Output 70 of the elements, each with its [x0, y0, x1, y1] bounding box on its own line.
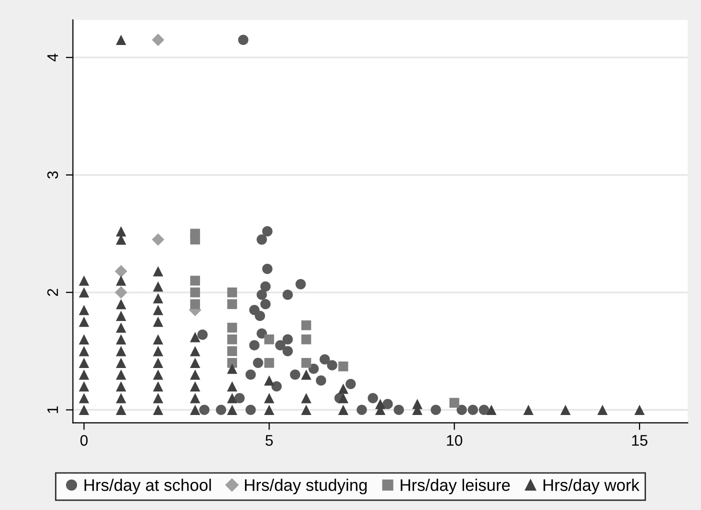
point [262, 226, 272, 236]
point [368, 392, 378, 404]
point [246, 369, 256, 380]
point [271, 381, 282, 392]
point [356, 404, 367, 416]
point [264, 334, 274, 344]
point [190, 276, 200, 286]
point [296, 279, 306, 290]
point [301, 320, 312, 330]
point [301, 358, 312, 368]
point [190, 287, 200, 298]
point [275, 340, 286, 350]
y-tick-label: 4 [47, 54, 58, 62]
point [254, 310, 266, 322]
point [227, 322, 238, 333]
point [256, 328, 267, 339]
point [190, 234, 200, 244]
y-tick-label: 1 [47, 406, 58, 413]
point [227, 358, 238, 368]
point [256, 290, 267, 300]
legend-label: Hrs/day leisure [400, 478, 510, 494]
point [256, 234, 267, 245]
point [197, 330, 208, 340]
point [260, 281, 271, 292]
point [394, 404, 404, 416]
point [282, 334, 293, 345]
x-tick-label: 0 [80, 435, 88, 446]
point [478, 404, 490, 416]
point [246, 404, 256, 416]
legend-label: Hrs/day studying [244, 478, 367, 494]
legend-label: Hrs/day work [544, 478, 640, 494]
point [430, 404, 441, 416]
point [227, 299, 238, 310]
point [227, 346, 238, 356]
point [199, 404, 210, 416]
point [152, 233, 164, 246]
point [238, 34, 248, 46]
point [346, 378, 356, 390]
point [338, 361, 348, 372]
point [152, 34, 164, 46]
point [264, 358, 274, 368]
point [260, 299, 271, 310]
point [282, 346, 293, 356]
point [249, 340, 260, 350]
x-tick-label: 15 [632, 435, 648, 446]
point [308, 364, 319, 374]
point [114, 265, 128, 278]
point [234, 392, 245, 404]
point [449, 398, 460, 408]
legend-label: Hrs/day at school [84, 478, 211, 494]
x-tick-label: 5 [266, 435, 273, 446]
point [468, 404, 478, 416]
point [216, 404, 226, 416]
point [316, 375, 326, 386]
point [282, 290, 293, 300]
point [382, 398, 393, 410]
point [190, 299, 200, 310]
point [227, 287, 238, 298]
point [114, 286, 128, 299]
x-tick-label: 10 [447, 435, 462, 446]
point [301, 334, 312, 344]
point [320, 354, 330, 365]
point [326, 360, 338, 370]
y-tick-label: 3 [47, 171, 58, 179]
y-tick-label: 2 [47, 288, 58, 296]
point [262, 264, 272, 274]
point [227, 334, 238, 344]
point [252, 358, 264, 368]
point [456, 404, 467, 416]
point [290, 369, 300, 380]
